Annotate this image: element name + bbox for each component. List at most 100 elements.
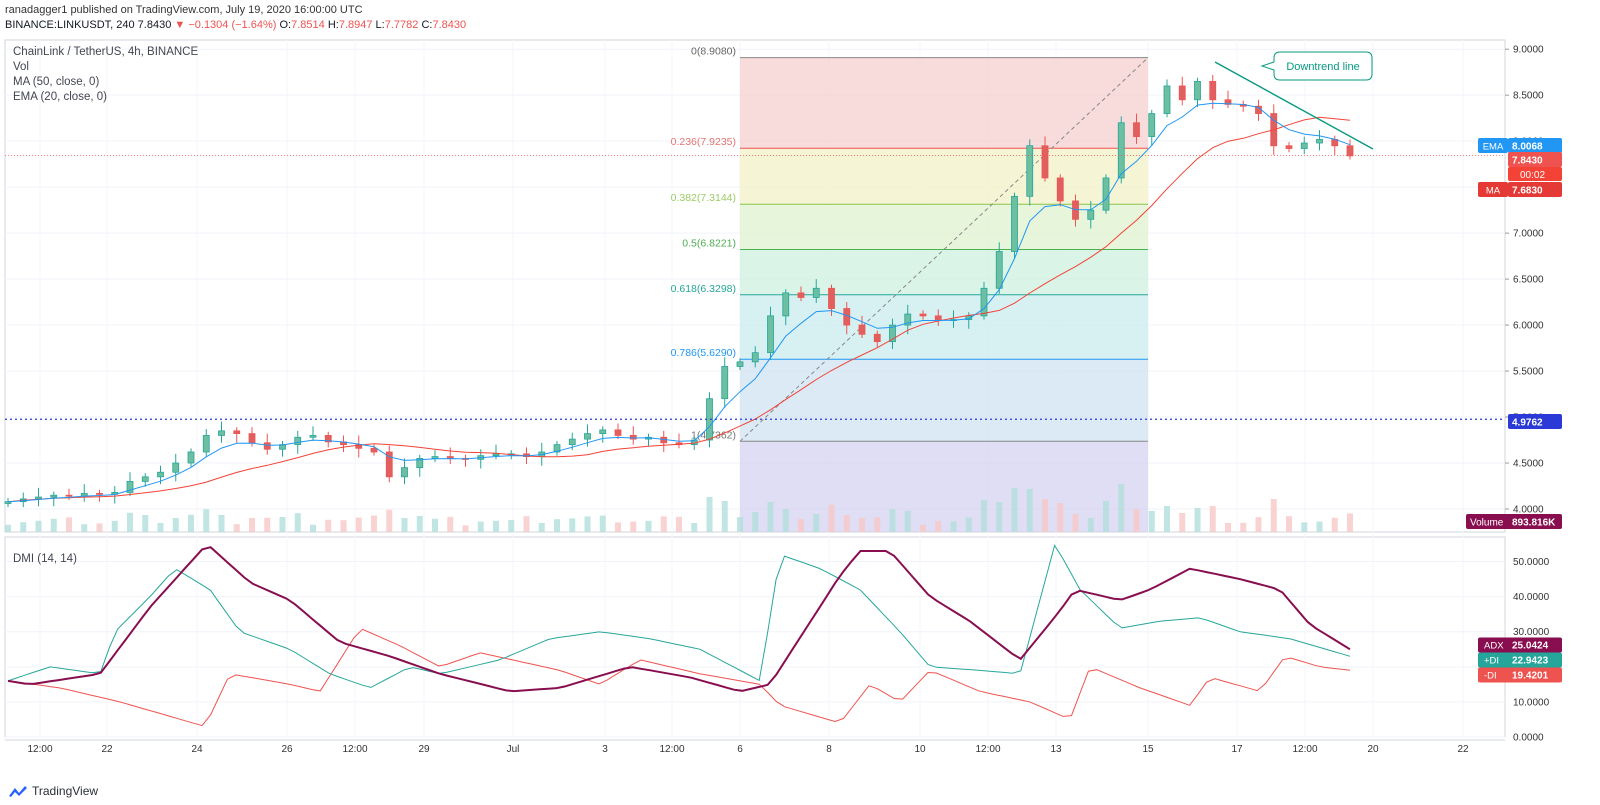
candle-body [599,429,607,435]
candle-body [721,366,729,400]
candle-body [919,313,927,317]
candle-body [1072,200,1079,220]
candle-body [1285,145,1293,149]
candle-body [1209,80,1217,101]
price-tick-label: 4.0000 [1513,505,1544,516]
candle-body [218,430,225,436]
legend-dmi[interactable]: DMI (14, 14) [13,553,77,565]
price-tick-label: 4.5000 [1513,459,1544,470]
open-value: 7.8514 [291,19,325,31]
volume-bar [310,524,316,532]
dmi-tick-label: 0.0000 [1513,733,1544,744]
volume-bar [279,517,286,532]
candle-body [1178,85,1186,101]
dmi-tag-name: +DI [1484,656,1499,667]
tradingview-logo[interactable]: TradingView [8,784,98,798]
price-chart[interactable]: 9.00008.50008.00007.50007.00006.50006.00… [0,0,1600,785]
volume-bar [264,517,271,532]
volume-bar [752,512,759,532]
volume-bar [508,520,515,532]
candle-body [873,333,881,343]
ma-tag-bg [1508,182,1562,197]
volume-bar [203,509,210,532]
volume-bar [721,501,728,532]
candle-body [553,444,561,453]
candle-body [858,324,866,335]
open-label: O: [279,19,292,31]
volume-bar [874,517,881,532]
candle-body [1011,195,1018,252]
annotation-text: Downtrend line [1286,61,1359,73]
candle-body [385,451,393,478]
volume-bar [81,524,88,532]
legend-ma[interactable]: MA (50, close, 0) [13,76,100,88]
candle-body [416,458,424,469]
volume-bar [538,523,545,532]
volume-bar [111,520,118,532]
price-tick-label: 8.5000 [1513,91,1544,102]
main-legend: ChainLink / TetherUS, 4h, BINANCE Vol MA… [13,45,198,105]
volume-bar [371,515,377,532]
ma-tag-value: 7.6830 [1512,186,1543,197]
legend-title[interactable]: ChainLink / TetherUS, 4h, BINANCE [13,46,199,58]
time-tick-label: 12:00 [342,744,367,755]
price-tick-label: 5.5000 [1513,367,1544,378]
volume-bar [798,519,804,532]
dmi-tag-name: -DI [1484,671,1497,682]
candle-body [324,435,332,443]
volume-bar [127,512,133,532]
candle-body [1346,145,1354,157]
candle-body [797,292,805,298]
volume-bar [1270,499,1277,532]
volume-bar [584,516,591,532]
volume-bar [813,514,820,532]
last-price: 7.8430 [137,19,172,31]
close-label: C: [421,19,433,31]
volume-tag-label: Volume [1470,518,1504,529]
time-tick-label: 22 [101,744,113,755]
volume-bar [416,516,423,532]
price-tick-label: 9.0000 [1513,45,1544,56]
volume-tag-value: 893.816K [1512,518,1556,529]
fib-level-label: 1(4.7362) [691,429,736,441]
ma-50-line [7,116,1351,503]
volume-bar [172,518,179,532]
countdown-text: 00:02 [1520,170,1545,181]
high-value: 7.8947 [338,19,373,31]
candle-body [187,451,195,464]
change-down-icon: ▼ [174,19,186,31]
volume-bar [1347,513,1353,532]
high-label: H: [327,19,339,31]
ema-tag-value: 8.0068 [1512,142,1543,153]
candle-body [431,456,439,459]
volume-bar [660,516,667,532]
candle-body [889,324,896,343]
volume-bars [5,484,1353,532]
price-tick-label: 6.0000 [1513,321,1544,332]
volume-bar [1316,521,1323,532]
volume-bar [493,520,499,532]
volume-bar [340,520,347,532]
volume-bar [904,510,911,532]
candle-body [1163,85,1171,114]
candle-body [401,467,408,478]
candle-body [1148,113,1156,137]
dmi-tag-bg [1478,637,1562,653]
publisher-line: ranadagger1 published on TradingView.com… [5,4,363,16]
time-tick-label: 22 [1457,744,1469,755]
candle-body [934,315,942,321]
volume-bar [965,517,972,532]
volume-bar [1011,488,1018,532]
legend-vol[interactable]: Vol [13,61,29,73]
volume-bar [1164,506,1170,532]
fib-band [740,359,1148,442]
fib-level-label: 0.236(7.9235) [671,136,736,148]
legend-ema[interactable]: EMA (20, close, 0) [13,91,107,103]
level-tag-value: 4.9762 [1512,418,1543,429]
time-tick-label: 29 [418,744,430,755]
volume-bar [401,518,408,532]
volume-bar [935,521,942,532]
price-change: −0.1304 (−1.64%) [188,19,277,31]
volume-bar [1209,506,1216,532]
candle-body [812,287,820,298]
